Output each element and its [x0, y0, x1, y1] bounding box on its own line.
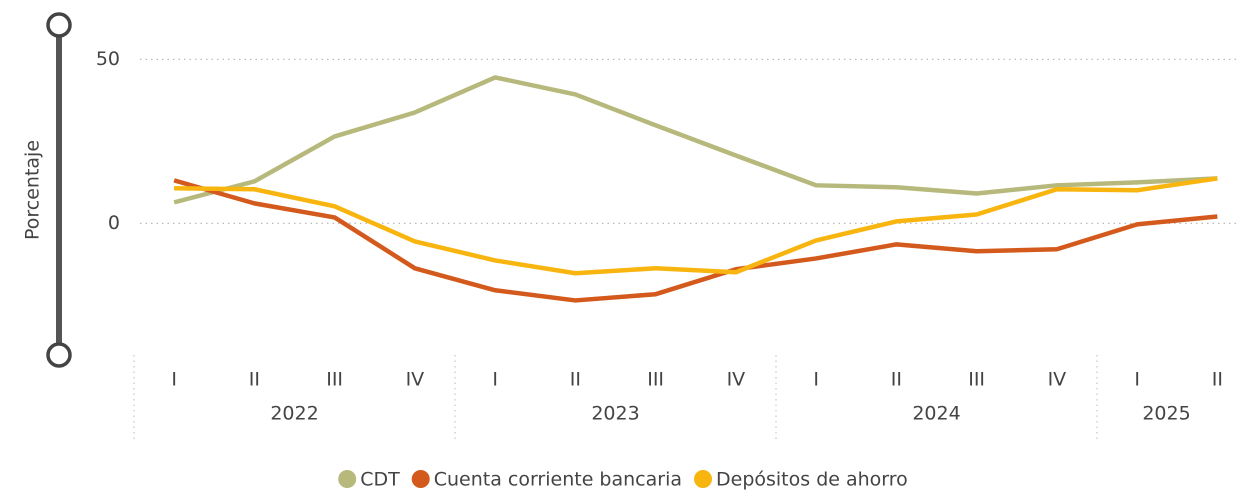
- x-tick-label: II: [570, 369, 581, 391]
- slider-handle[interactable]: [46, 342, 72, 368]
- legend-marker: [694, 470, 713, 488]
- x-group-label: 2022: [270, 403, 318, 425]
- x-tick-label: III: [326, 369, 343, 391]
- y-axis-title: Porcentaje: [22, 140, 44, 240]
- legend-label: Cuenta corriente bancaria: [434, 469, 682, 491]
- slider-handle[interactable]: [46, 12, 72, 38]
- legend-marker: [411, 470, 430, 488]
- range-slider[interactable]: [46, 12, 72, 368]
- x-tick-label: II: [1212, 369, 1223, 391]
- x-group-label: 2024: [912, 403, 960, 425]
- legend: CDT Cuenta corriente bancaria Depósitos de…: [338, 469, 908, 491]
- y-tick-label: 50: [96, 48, 120, 70]
- y-tick-label: 0: [108, 212, 120, 234]
- series-line: [173, 75, 1218, 205]
- legend-label: Depósitos de ahorro: [716, 469, 908, 491]
- x-tick-label: IV: [727, 369, 746, 391]
- x-tick-label: I: [1134, 369, 1140, 391]
- x-tick-label: I: [813, 369, 819, 391]
- x-tick-label: I: [492, 369, 498, 391]
- x-group-label: 2023: [591, 403, 639, 425]
- x-group-label: 2025: [1142, 403, 1190, 425]
- legend-label: CDT: [360, 469, 400, 491]
- legend-marker: [338, 470, 357, 488]
- series-line: [174, 176, 1218, 276]
- x-tick-label: II: [249, 369, 260, 391]
- x-tick-label: I: [171, 369, 177, 391]
- x-tick-label: II: [891, 369, 902, 391]
- x-tick-label: IV: [1048, 369, 1067, 391]
- series-line: [173, 178, 1218, 303]
- x-tick-label: IV: [406, 369, 425, 391]
- x-tick-label: III: [968, 369, 985, 391]
- x-tick-label: III: [647, 369, 664, 391]
